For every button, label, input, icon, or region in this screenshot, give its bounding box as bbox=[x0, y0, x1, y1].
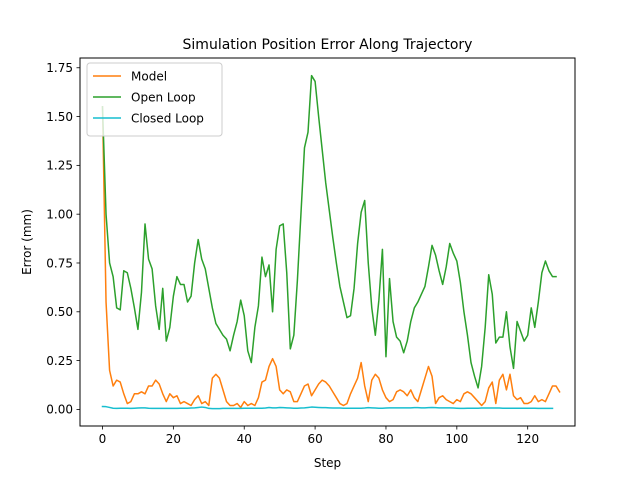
plot-frame bbox=[79, 57, 576, 427]
legend: Model Open Loop Closed Loop bbox=[86, 62, 223, 137]
legend-entry-label: Closed Loop bbox=[131, 111, 204, 125]
series-line-closed-loop bbox=[101, 405, 554, 410]
y-tick-label: 1.00 bbox=[46, 207, 73, 221]
y-tick-label: 0.75 bbox=[46, 256, 73, 270]
chart-title: Simulation Position Error Along Trajecto… bbox=[183, 37, 473, 53]
y-axis: 0.00 0.25 0.50 0.75 1.00 1.25 1.50 1.75 bbox=[46, 61, 80, 417]
series-line-open-loop bbox=[101, 74, 557, 389]
y-tick-label: 1.50 bbox=[46, 110, 73, 124]
x-tick-label: 60 bbox=[307, 432, 322, 446]
x-tick-label: 100 bbox=[445, 432, 468, 446]
y-tick-label: 1.25 bbox=[46, 159, 73, 173]
y-tick-label: 0.50 bbox=[46, 305, 73, 319]
x-axis: 0 20 40 60 80 100 120 bbox=[99, 426, 539, 446]
y-tick-label: 0.00 bbox=[46, 403, 73, 417]
legend-entry-label: Model bbox=[131, 69, 167, 83]
y-tick-label: 1.75 bbox=[46, 61, 73, 75]
legend-entry-label: Open Loop bbox=[131, 90, 196, 104]
x-tick-label: 20 bbox=[166, 432, 181, 446]
x-tick-label: 40 bbox=[237, 432, 252, 446]
series-line-model bbox=[101, 106, 561, 409]
y-axis-label: Error (mm) bbox=[20, 209, 34, 275]
y-tick-label: 0.25 bbox=[46, 354, 73, 368]
x-tick-label: 80 bbox=[378, 432, 393, 446]
plot-lines bbox=[101, 74, 561, 410]
x-tick-label: 120 bbox=[516, 432, 539, 446]
x-axis-label: Step bbox=[314, 456, 341, 470]
x-tick-label: 0 bbox=[99, 432, 107, 446]
